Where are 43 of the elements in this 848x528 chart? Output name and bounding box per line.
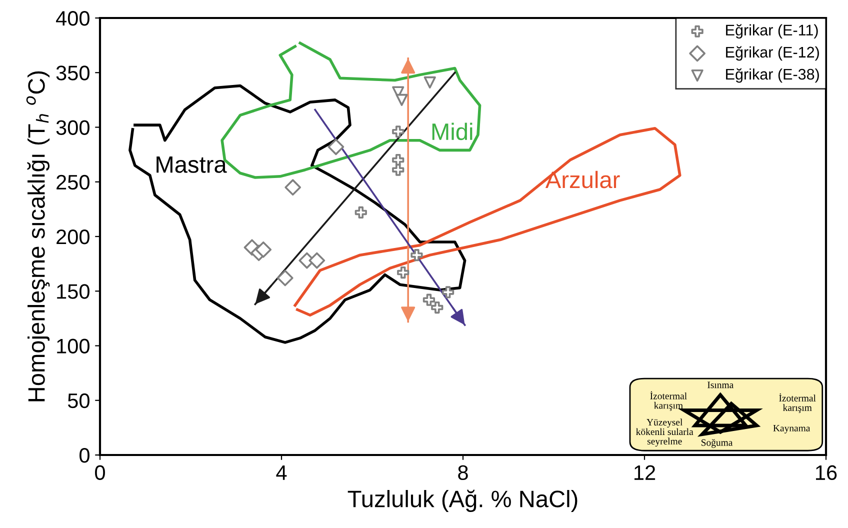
y-tick-label: 100 [57,338,90,354]
point [392,126,404,138]
legend-label: Eğrikar (E-12) [726,46,819,61]
y-tick-label: 300 [56,120,90,136]
y-tick-label: 200 [56,230,90,244]
point [410,249,423,262]
point [328,138,344,156]
x-tick-label: 0 [95,465,105,480]
point [354,206,367,219]
x-tick-label: 12 [634,465,656,480]
x-axis-title: Tuzluluk (Ağ. % NaCl) [348,490,578,512]
legend-label: Eğrikar (E-38) [726,68,819,83]
annotation: İzotermal karışım [650,391,687,411]
point [431,301,444,314]
legend-label: Eğrikar (E-11) [726,24,818,39]
y-axis-title: Homojenleşme sıcaklığı (T$_{h}$ $^{o}$C) [26,71,50,402]
point [422,294,436,306]
annotation: Soğuma [701,439,733,448]
point [397,266,410,279]
point [276,270,294,286]
y-tick-label: 150 [57,284,90,299]
y-tick-label: 350 [56,66,90,80]
point [255,241,272,258]
series-label: Midi [432,122,472,140]
x-tick-label: 8 [458,465,468,480]
x-tick-label: 4 [276,465,287,480]
y-tick-label: 50 [68,393,90,408]
y-tick-label: 0 [80,448,90,463]
point [396,94,408,106]
series-label: Mastra [156,156,227,173]
annotation: Yüzeysel kökenli sularla seyrelme [636,418,694,447]
y-tick-label: 250 [56,174,90,190]
series-label: Arzular [545,170,620,188]
x-tick-label: 16 [816,465,837,480]
point [308,252,326,269]
y-tick-label: 400 [56,11,90,26]
annotation: İzotermal karışım [779,393,816,413]
point [442,286,454,298]
point [424,76,436,89]
point [392,164,404,176]
annotation: Kaynama [773,424,810,434]
annotation: Isınma [708,382,734,388]
point [284,179,302,196]
